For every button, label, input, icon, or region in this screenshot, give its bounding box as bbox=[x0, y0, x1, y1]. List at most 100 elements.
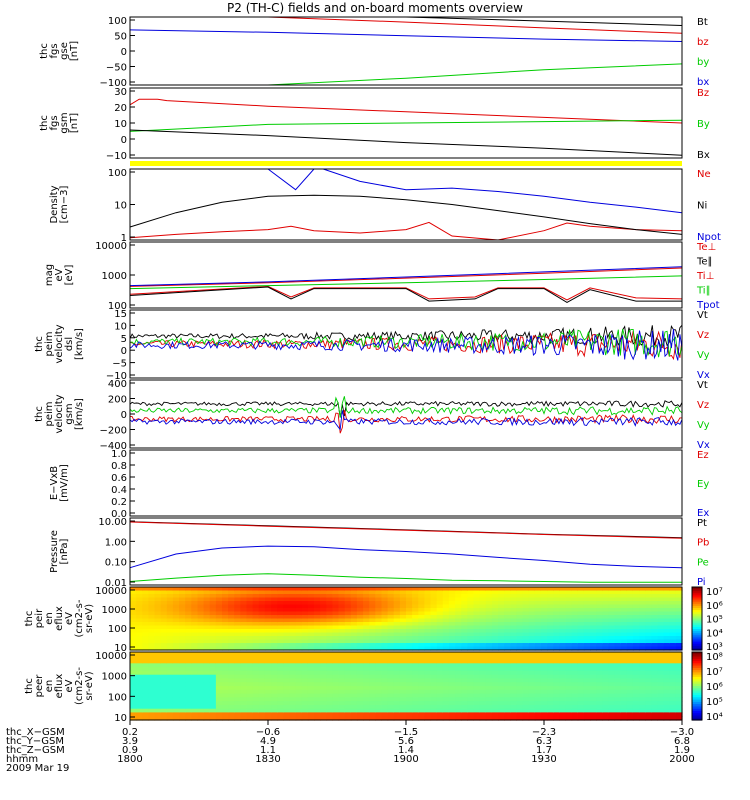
heatmap-cell bbox=[577, 590, 585, 595]
heatmap-cell bbox=[277, 697, 284, 702]
heatmap-cell bbox=[614, 615, 622, 620]
heatmap-cell bbox=[675, 625, 683, 630]
heatmap-cell bbox=[240, 625, 248, 630]
heatmap-cell bbox=[320, 659, 327, 664]
heatmap-cell bbox=[528, 667, 536, 672]
heatmap-cell bbox=[295, 697, 303, 702]
heatmap-cell bbox=[424, 639, 432, 644]
heatmap-cell bbox=[154, 663, 162, 668]
heatmap-cell bbox=[320, 597, 327, 602]
heatmap-cell bbox=[240, 678, 248, 683]
heatmap-cell bbox=[203, 608, 211, 613]
heatmap-cell bbox=[166, 587, 174, 592]
heatmap-cell bbox=[430, 604, 438, 609]
heatmap-cell bbox=[264, 597, 272, 602]
heatmap-cell bbox=[369, 608, 376, 613]
heatmap-cell bbox=[326, 608, 333, 613]
heatmap-cell bbox=[522, 625, 530, 630]
heatmap-cell bbox=[479, 678, 487, 683]
heatmap-cell bbox=[154, 682, 162, 687]
heatmap-cell bbox=[264, 611, 272, 616]
heatmap-cell bbox=[675, 636, 683, 641]
heatmap-cell bbox=[154, 716, 162, 721]
heatmap-cell bbox=[283, 590, 290, 595]
heatmap-cell bbox=[246, 712, 254, 717]
legend-entry-Ne: Ne bbox=[697, 169, 711, 180]
heatmap-cell bbox=[498, 701, 505, 706]
heatmap-cell bbox=[559, 712, 566, 717]
heatmap-cell bbox=[522, 659, 530, 664]
heatmap-cell bbox=[675, 594, 683, 599]
heatmap-cell bbox=[516, 693, 524, 698]
heatmap-cell bbox=[675, 686, 683, 691]
heatmap-cell bbox=[448, 708, 456, 714]
y-axis-label: eflux bbox=[54, 674, 65, 699]
heatmap-cell bbox=[608, 594, 616, 599]
heatmap-cell bbox=[522, 639, 530, 644]
heatmap-cell bbox=[295, 646, 303, 651]
heatmap-cell bbox=[356, 611, 364, 616]
heatmap-cell bbox=[350, 636, 358, 641]
heatmap-cell bbox=[645, 655, 652, 661]
heatmap-cell bbox=[565, 615, 573, 620]
heatmap-cell bbox=[461, 704, 468, 710]
y-tick-label: −200 bbox=[100, 426, 127, 437]
heatmap-cell bbox=[314, 652, 321, 657]
heatmap-cell bbox=[142, 708, 149, 714]
heatmap-cell bbox=[271, 611, 278, 616]
heatmap-cell bbox=[424, 604, 432, 609]
heatmap-cell bbox=[657, 704, 665, 710]
heatmap-cell bbox=[547, 625, 554, 630]
heatmap-cell bbox=[148, 693, 156, 698]
heatmap-cell bbox=[264, 622, 272, 627]
heatmap-cell bbox=[314, 682, 321, 687]
heatmap-cell bbox=[185, 594, 192, 599]
heatmap-cell bbox=[387, 604, 395, 609]
heatmap-cell bbox=[639, 639, 646, 644]
heatmap-cell bbox=[240, 604, 248, 609]
heatmap-cell bbox=[455, 667, 462, 672]
heatmap-cell bbox=[663, 632, 671, 637]
heatmap-cell bbox=[295, 701, 303, 706]
heatmap-cell bbox=[320, 704, 327, 710]
heatmap-cell bbox=[614, 594, 622, 599]
heatmap-cell bbox=[663, 608, 671, 613]
heatmap-cell bbox=[553, 643, 560, 648]
legend-entry-Ex: Ex bbox=[697, 508, 709, 519]
heatmap-cell bbox=[436, 670, 444, 676]
heatmap-cell bbox=[559, 594, 566, 599]
heatmap-cell bbox=[442, 615, 450, 620]
heatmap-cell bbox=[448, 674, 456, 680]
heatmap-cell bbox=[418, 652, 425, 657]
heatmap-cell bbox=[338, 712, 346, 717]
series-line-Vt bbox=[129, 324, 683, 348]
heatmap-cell bbox=[356, 693, 364, 698]
heatmap-cell bbox=[387, 629, 395, 634]
heatmap-cell bbox=[559, 655, 566, 661]
heatmap-cell bbox=[540, 587, 548, 592]
heatmap-cell bbox=[461, 659, 468, 664]
y-axis-label: gsm bbox=[59, 112, 70, 133]
heatmap-cell bbox=[510, 590, 517, 595]
heatmap-cell bbox=[154, 655, 162, 661]
heatmap-cell bbox=[626, 667, 634, 672]
heatmap-cell bbox=[252, 678, 260, 683]
heatmap-cell bbox=[160, 608, 168, 613]
heatmap-cell bbox=[510, 652, 517, 657]
heatmap-cell bbox=[479, 622, 487, 627]
heatmap-cell bbox=[179, 655, 186, 661]
heatmap-cell bbox=[608, 678, 616, 683]
heatmap-cell bbox=[301, 670, 309, 676]
heatmap-cell bbox=[424, 618, 432, 623]
heatmap-cell bbox=[375, 670, 382, 676]
heatmap-cell bbox=[455, 670, 462, 676]
heatmap-cell bbox=[534, 663, 542, 668]
heatmap-cell bbox=[491, 652, 499, 657]
heatmap-cell bbox=[258, 625, 266, 630]
heatmap-cell bbox=[632, 674, 640, 680]
heatmap-cell bbox=[645, 646, 652, 651]
heatmap-cell bbox=[479, 659, 487, 664]
heatmap-cell bbox=[455, 704, 462, 710]
heatmap-cell bbox=[485, 712, 493, 717]
heatmap-cell bbox=[295, 667, 303, 672]
